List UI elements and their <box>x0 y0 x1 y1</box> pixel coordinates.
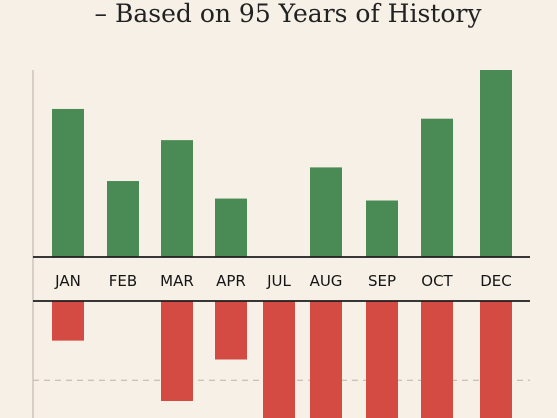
bar-positive-apr <box>215 198 247 257</box>
category-labels: JAN FEB MAR APR JUL AUG SEP OCT DEC <box>54 272 512 290</box>
bar-positive-jan <box>52 108 84 257</box>
category-label-jul: JUL <box>266 272 291 290</box>
category-label-feb: FEB <box>109 272 137 290</box>
bar-negative-mar <box>161 301 193 402</box>
bar-positive-aug <box>310 167 342 257</box>
category-label-oct: OCT <box>421 272 453 290</box>
category-label-dec: DEC <box>480 272 512 290</box>
category-label-jan: JAN <box>54 272 81 290</box>
category-label-mar: MAR <box>160 272 194 290</box>
bar-negative-dec <box>480 301 512 418</box>
bar-negative-jul <box>263 301 295 418</box>
bar-negative-oct <box>421 301 453 418</box>
bar-negative-apr <box>215 301 247 360</box>
category-label-apr: APR <box>216 272 246 290</box>
bar-negative-jan <box>52 301 84 341</box>
category-label-sep: SEP <box>368 272 396 290</box>
chart-title: – Based on 95 Years of History <box>95 0 483 28</box>
bar-positive-oct <box>421 118 453 258</box>
category-label-aug: AUG <box>310 272 343 290</box>
bars-group <box>52 70 512 418</box>
bar-positive-feb <box>107 181 139 257</box>
bar-negative-sep <box>366 301 398 418</box>
bar-positive-dec <box>480 70 512 257</box>
bar-positive-sep <box>366 200 398 257</box>
bar-positive-mar <box>161 140 193 257</box>
bar-negative-aug <box>310 301 342 418</box>
